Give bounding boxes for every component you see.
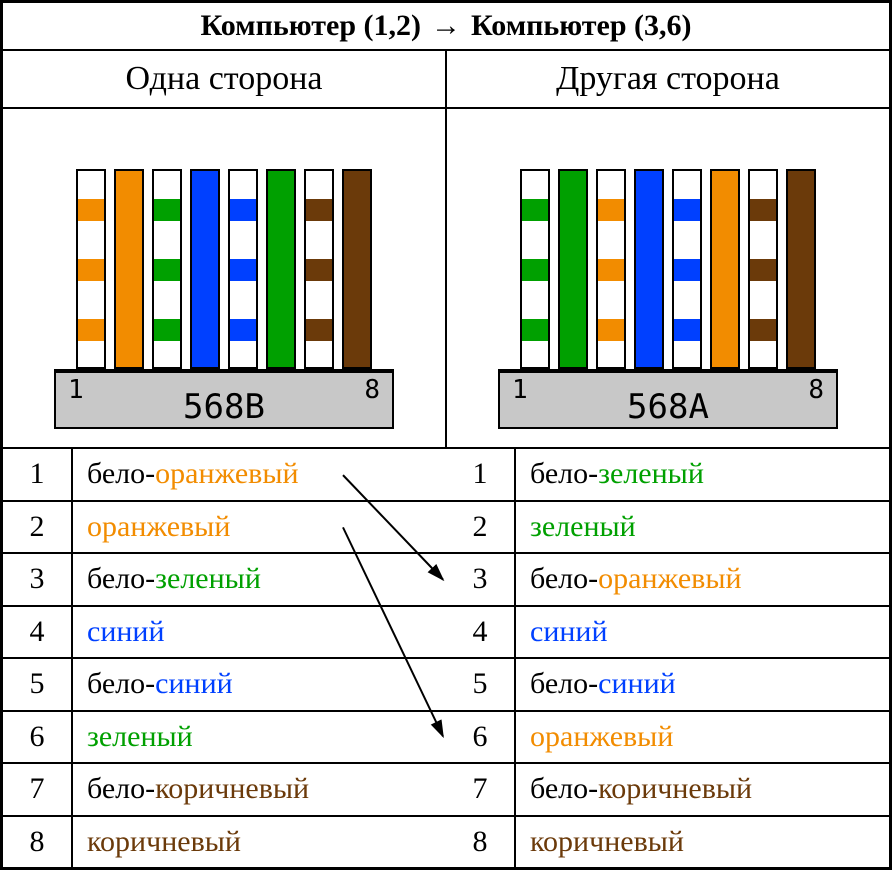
pinout-row: 4синий4синий	[3, 607, 889, 660]
pin-number: 5	[446, 659, 516, 710]
wire-color-label: зеленый	[73, 712, 446, 763]
wire	[786, 169, 816, 369]
connector-base-right: 1 8 568A	[498, 369, 838, 429]
wire-color-label: бело-оранжевый	[73, 449, 446, 500]
wire-color-label: бело-зеленый	[516, 449, 889, 500]
wire	[710, 169, 740, 369]
wire	[596, 169, 626, 369]
pin-number: 6	[3, 712, 73, 763]
standard-label-right: 568A	[627, 387, 709, 427]
connector-base-left: 1 8 568B	[54, 369, 394, 429]
wire-color-label: синий	[516, 607, 889, 658]
pinout-table: 1бело-оранжевый1бело-зеленый2оранжевый2з…	[3, 449, 889, 867]
connector-568a: 1 8 568A	[488, 169, 848, 429]
pin-number: 8	[446, 817, 516, 868]
wire	[558, 169, 588, 369]
pinout-row: 5бело-синий5бело-синий	[3, 659, 889, 712]
connector-diagram-row: 1 8 568B 1 8 568A	[3, 109, 889, 449]
subheader-right: Другая сторона	[447, 51, 889, 107]
connector-568b: 1 8 568B	[44, 169, 404, 429]
wire-color-label: бело-оранжевый	[516, 554, 889, 605]
subheader-left: Одна сторона	[3, 51, 447, 107]
arrow-icon: →	[431, 9, 461, 43]
wire	[190, 169, 220, 369]
wires-left	[54, 169, 394, 369]
wire	[266, 169, 296, 369]
wire	[634, 169, 664, 369]
wire	[114, 169, 144, 369]
title-right: Компьютер (3,6)	[471, 9, 692, 43]
standard-label-left: 568B	[183, 387, 265, 427]
pinout-row: 6зеленый6оранжевый	[3, 712, 889, 765]
pin-number: 3	[446, 554, 516, 605]
pinout-row: 8коричневый8коричневый	[3, 817, 889, 868]
pin-number: 7	[3, 764, 73, 815]
pin-number: 5	[3, 659, 73, 710]
wire	[76, 169, 106, 369]
wire-color-label: бело-коричневый	[73, 764, 446, 815]
title-left: Компьютер (1,2)	[200, 9, 421, 43]
wire-color-label: оранжевый	[73, 502, 446, 553]
pinout-row: 3бело-зеленый3бело-оранжевый	[3, 554, 889, 607]
pin-number: 3	[3, 554, 73, 605]
title-row: Компьютер (1,2) → Компьютер (3,6)	[3, 3, 889, 51]
pin-number: 2	[3, 502, 73, 553]
wire	[304, 169, 334, 369]
pin-number: 7	[446, 764, 516, 815]
subheader-row: Одна сторона Другая сторона	[3, 51, 889, 109]
diagram-container: Компьютер (1,2) → Компьютер (3,6) Одна с…	[0, 0, 892, 870]
wires-right	[498, 169, 838, 369]
pin-1-label: 1	[68, 375, 84, 405]
wire	[228, 169, 258, 369]
wire	[342, 169, 372, 369]
pin-1-label: 1	[512, 375, 528, 405]
wire-color-label: бело-коричневый	[516, 764, 889, 815]
wire-color-label: коричневый	[516, 817, 889, 868]
wire	[672, 169, 702, 369]
pin-number: 4	[3, 607, 73, 658]
pin-number: 6	[446, 712, 516, 763]
connector-right-cell: 1 8 568A	[447, 109, 889, 447]
pinout-row: 1бело-оранжевый1бело-зеленый	[3, 449, 889, 502]
wire-color-label: коричневый	[73, 817, 446, 868]
wire-color-label: бело-зеленый	[73, 554, 446, 605]
pin-number: 1	[446, 449, 516, 500]
wire-color-label: зеленый	[516, 502, 889, 553]
pinout-row: 7бело-коричневый7бело-коричневый	[3, 764, 889, 817]
pinout-row: 2оранжевый2зеленый	[3, 502, 889, 555]
pin-number: 2	[446, 502, 516, 553]
pin-number: 1	[3, 449, 73, 500]
wire-color-label: синий	[73, 607, 446, 658]
wire	[748, 169, 778, 369]
wire	[520, 169, 550, 369]
pin-number: 8	[3, 817, 73, 868]
pin-number: 4	[446, 607, 516, 658]
wire-color-label: бело-синий	[73, 659, 446, 710]
pin-8-label: 8	[808, 375, 824, 405]
wire	[152, 169, 182, 369]
wire-color-label: оранжевый	[516, 712, 889, 763]
connector-left-cell: 1 8 568B	[3, 109, 447, 447]
pin-8-label: 8	[364, 375, 380, 405]
wire-color-label: бело-синий	[516, 659, 889, 710]
